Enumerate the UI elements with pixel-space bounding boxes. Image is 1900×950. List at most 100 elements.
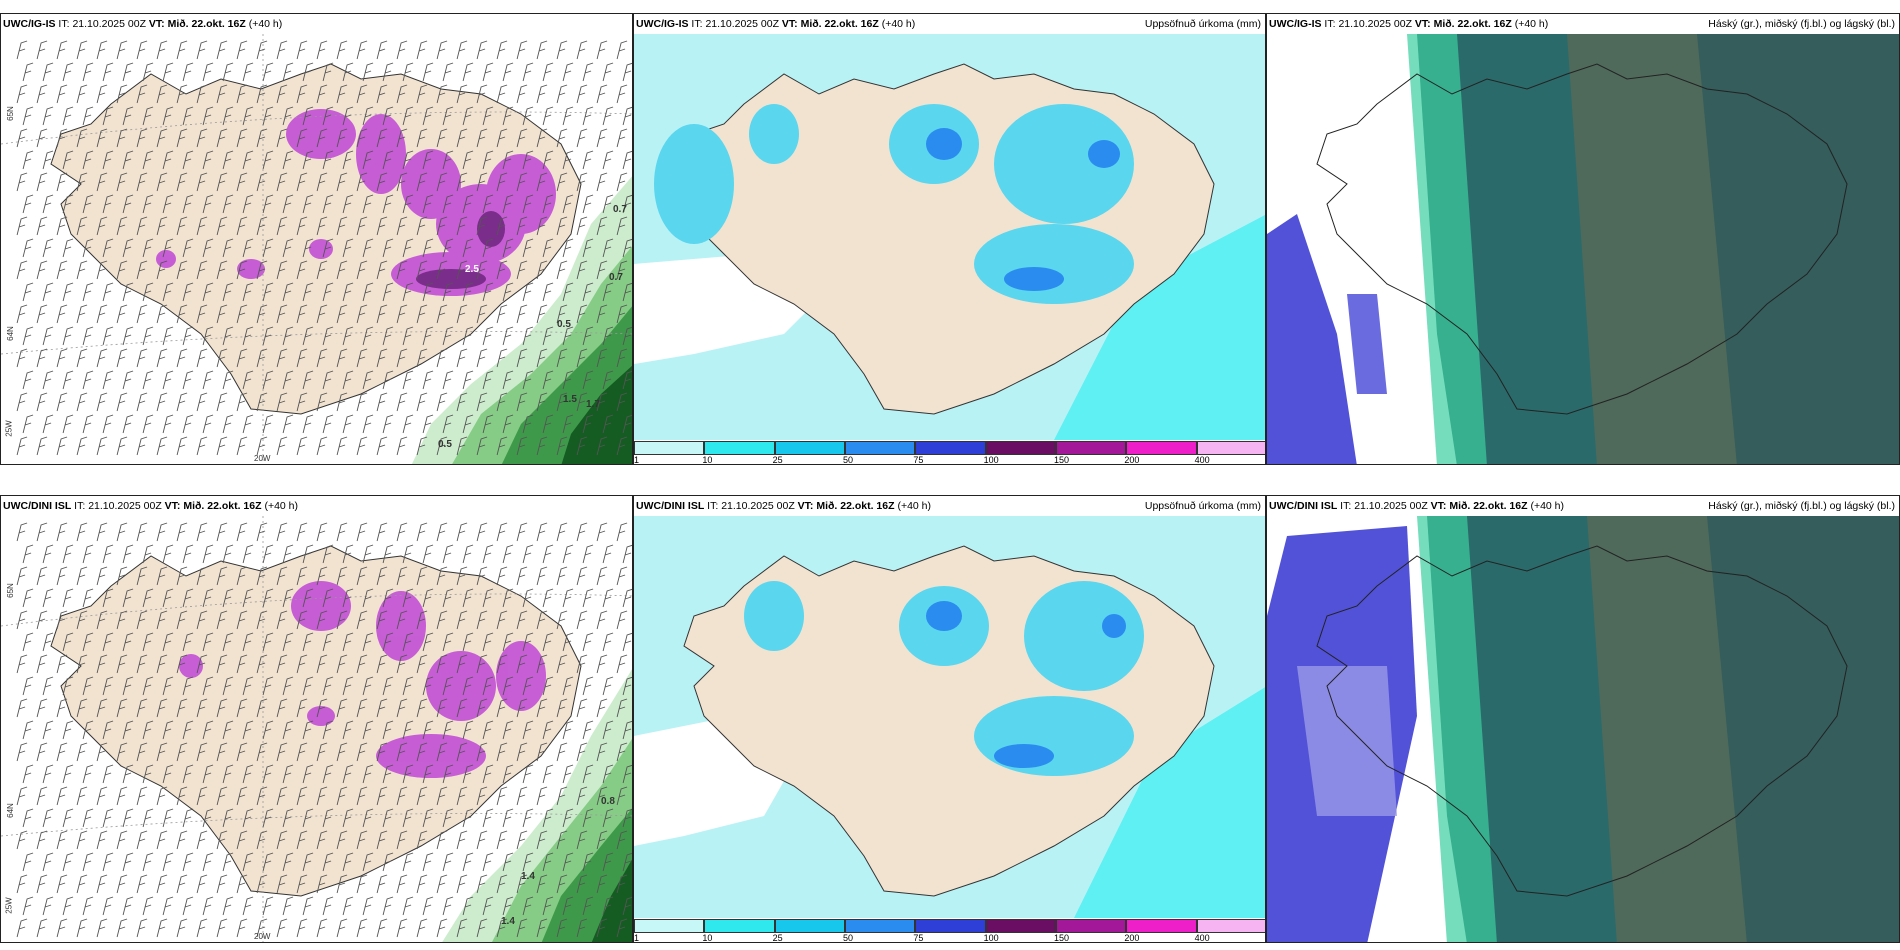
wind-barb-icon [436,918,448,938]
wind-barb-icon [436,830,448,850]
wind-barb-icon [316,392,328,412]
wind-barb-icon [556,654,568,674]
wind-barb-icon [296,566,308,586]
wind-barb-icon [536,742,548,762]
wind-barb-icon [116,874,128,894]
wind-barb-icon [56,304,68,324]
wind-barb-icon [256,786,268,806]
wind-barb-icon [276,874,288,894]
wind-barb-icon [522,720,534,740]
wind-barb-icon [176,522,188,542]
wind-barb-icon [382,588,394,608]
wind-barb-icon [482,588,494,608]
wind-barb-icon [422,588,434,608]
wind-barb-icon [176,84,188,104]
wind-barb-icon [376,874,388,894]
wind-barb-icon [556,392,568,412]
wind-barb-icon [256,84,268,104]
wind-barb-icon [396,392,408,412]
wind-barb-icon [442,632,454,652]
wind-barb-icon [516,610,528,630]
panel-header: UWC/IG-IS IT: 21.10.2025 00Z VT: Mið. 22… [1269,18,1895,30]
wind-barb-icon [596,84,608,104]
wind-barb-icon [302,764,314,784]
wind-barb-icon [116,698,128,718]
snow-wind-panel-bottom: UWC/DINI ISL IT: 21.10.2025 00Z VT: Mið.… [0,495,633,943]
wind-barb-icon [322,852,334,872]
wind-barb-icon [216,216,228,236]
wind-barb-icon [596,566,608,586]
wind-barb-icon [262,720,274,740]
wind-barb-icon [342,194,354,214]
wind-barb-icon [376,172,388,192]
wind-barb-icon [196,786,208,806]
wind-barb-icon [542,588,554,608]
wind-barb-icon [116,654,128,674]
wind-barb-icon [36,918,48,938]
wind-barb-icon [16,566,28,586]
wind-barb-icon [562,106,574,126]
wind-barb-icon [56,786,68,806]
wind-barb-icon [356,128,368,148]
wind-barb-icon [562,238,574,258]
wind-barb-icon [76,698,88,718]
wind-barb-icon [76,742,88,762]
wind-barb-icon [16,40,28,60]
wind-barb-icon [556,610,568,630]
wind-barb-icon [336,304,348,324]
wind-barb-icon [542,720,554,740]
wind-barb-icon [362,808,374,828]
wind-barb-icon [322,414,334,434]
wind-barb-icon [602,808,614,828]
wind-barb-icon [362,370,374,390]
wind-barb-icon [302,588,314,608]
wind-barb-icon [536,786,548,806]
wind-barb-icon [196,436,208,456]
wind-barb-icon [296,786,308,806]
wind-barb-icon [462,808,474,828]
wind-barb-icon [262,326,274,346]
wind-barb-icon [102,106,114,126]
wind-barb-icon [556,128,568,148]
wind-barb-icon [42,852,54,872]
wind-barb-icon [416,392,428,412]
wind-barb-icon [402,896,414,916]
wind-barb-icon [476,84,488,104]
wind-barb-icon [442,588,454,608]
wind-barb-icon [536,610,548,630]
wind-barb-icon [262,676,274,696]
wind-barb-icon [282,852,294,872]
wind-barb-icon [556,830,568,850]
wind-barb-icon [162,326,174,346]
wind-barb-icon [182,632,194,652]
wind-barb-icon [36,128,48,148]
colorbar-swatch [774,441,845,455]
wind-barb-icon [22,676,34,696]
colorbar-swatch [634,919,705,933]
wind-barb-icon [302,194,314,214]
wind-barb-icon [202,326,214,346]
wind-barb-icon [456,742,468,762]
wind-barb-icon [116,348,128,368]
wind-barb-icon [502,896,514,916]
wind-barb-icon [502,764,514,784]
wind-barb-icon [336,84,348,104]
wind-barb-icon [16,128,28,148]
wind-barb-icon [382,808,394,828]
wind-barb-icon [62,720,74,740]
wind-barb-icon [616,522,628,542]
wind-barb-icon [96,918,108,938]
wind-barb-icon [196,566,208,586]
wind-barb-icon [396,918,408,938]
wind-barb-icon [162,414,174,434]
wind-barb-icon [442,106,454,126]
wind-barb-icon [96,260,108,280]
wind-barb-icon [262,544,274,564]
wind-barb-icon [316,216,328,236]
wind-barb-icon [396,436,408,456]
wind-barb-icon [396,128,408,148]
wind-barb-icon [362,632,374,652]
wind-barb-icon [96,436,108,456]
wind-barb-icon [42,720,54,740]
wind-barb-icon [176,392,188,412]
